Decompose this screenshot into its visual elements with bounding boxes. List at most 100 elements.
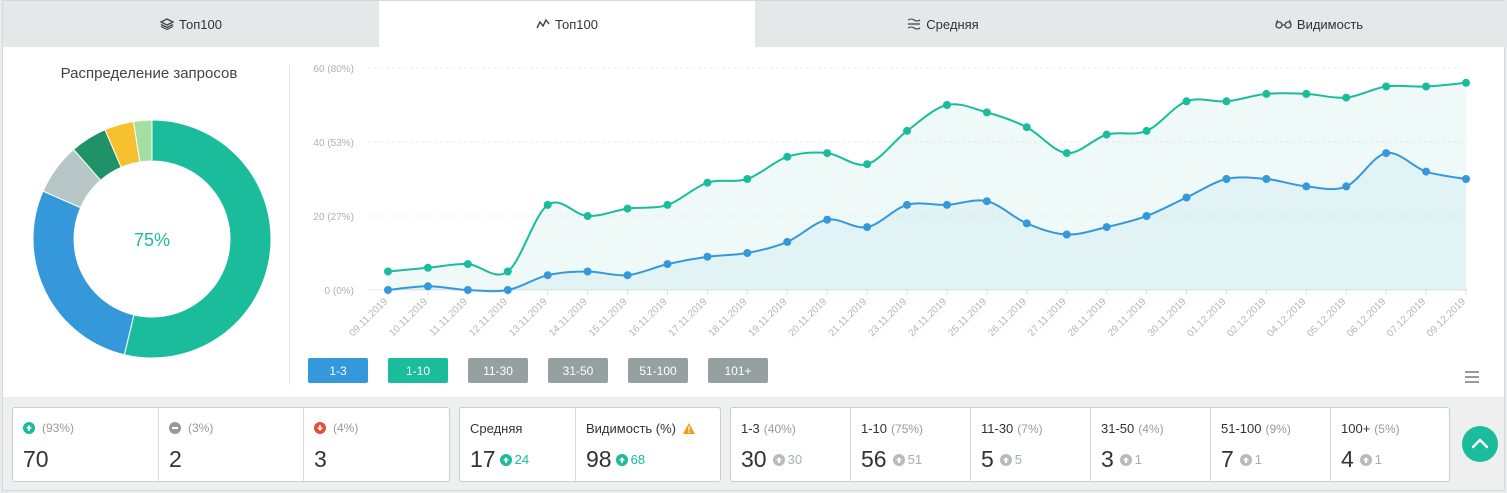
chevron-up-icon <box>1471 438 1489 449</box>
data-point[interactable] <box>1022 219 1031 228</box>
data-point[interactable] <box>942 200 951 209</box>
data-point[interactable] <box>823 149 832 158</box>
data-point[interactable] <box>503 286 512 294</box>
data-point[interactable] <box>1342 182 1351 191</box>
data-point[interactable] <box>783 152 792 161</box>
line-chart-icon <box>536 18 550 30</box>
x-tick-label: 27.11.2019 <box>1026 296 1069 339</box>
data-point[interactable] <box>982 108 991 117</box>
data-point[interactable] <box>903 126 912 135</box>
data-point[interactable] <box>1222 97 1231 106</box>
tab-top100-chart[interactable]: Топ100 <box>379 1 755 47</box>
data-point[interactable] <box>1262 175 1271 183</box>
tab-visibility[interactable]: Видимость <box>1131 1 1507 47</box>
data-point[interactable] <box>543 200 552 209</box>
stat-percent: (4%) <box>1138 421 1164 436</box>
data-point[interactable] <box>1382 149 1391 158</box>
data-point[interactable] <box>423 263 432 272</box>
data-point[interactable] <box>942 101 951 109</box>
data-point[interactable] <box>1182 193 1191 202</box>
data-point[interactable] <box>463 286 472 294</box>
range-button-2[interactable]: 11-30 <box>468 358 528 383</box>
data-point[interactable] <box>1302 89 1311 98</box>
series-area-1-3 <box>388 152 1466 292</box>
tab-label: Топ100 <box>555 16 598 32</box>
chart-menu-icon[interactable] <box>1465 371 1479 383</box>
data-point[interactable] <box>743 249 752 257</box>
data-point[interactable] <box>384 286 392 294</box>
warning-icon[interactable] <box>682 422 696 435</box>
data-point[interactable] <box>463 260 472 269</box>
data-point[interactable] <box>663 200 672 209</box>
data-point[interactable] <box>703 252 712 261</box>
positions-chart: 0 (0%) 20 (27%) 40 (53%) 60 (80%) 09.11.2019… <box>313 64 1470 340</box>
data-point[interactable] <box>863 223 872 232</box>
range-button-1[interactable]: 1-10 <box>388 358 448 383</box>
x-tick-label: 04.12.2019 <box>1265 296 1308 339</box>
divider <box>289 65 290 385</box>
stat-value: 17 <box>470 446 496 472</box>
data-point[interactable] <box>703 178 712 187</box>
data-point[interactable] <box>1422 167 1431 176</box>
data-point[interactable] <box>1142 126 1151 135</box>
data-point[interactable] <box>823 215 832 224</box>
tab-label: Топ100 <box>179 16 222 32</box>
data-point[interactable] <box>743 175 752 183</box>
stat-percent: (3%) <box>188 421 214 435</box>
data-point[interactable] <box>1302 182 1311 191</box>
x-tick-label: 15.11.2019 <box>587 296 630 339</box>
x-tick-label: 17.11.2019 <box>667 296 710 339</box>
layers-icon <box>160 18 175 30</box>
data-point[interactable] <box>1422 82 1431 91</box>
data-point[interactable] <box>583 212 592 220</box>
data-point[interactable] <box>663 260 672 269</box>
data-point[interactable] <box>863 160 872 169</box>
data-point[interactable] <box>1062 149 1071 158</box>
arrow-up-icon <box>615 453 628 466</box>
data-point[interactable] <box>1222 175 1231 183</box>
data-point[interactable] <box>1262 89 1271 98</box>
average-icon <box>907 18 921 30</box>
data-point[interactable] <box>1142 212 1151 220</box>
tab-label: Средняя <box>926 16 979 32</box>
donut-slice-1-10[interactable] <box>123 119 272 359</box>
data-point[interactable] <box>1182 97 1191 106</box>
summary-card: Средняя 17 24 Видимость (%) 98 68 <box>459 407 721 482</box>
x-tick-label: 11.11.2019 <box>428 296 470 338</box>
arrow-up-icon <box>1239 453 1252 466</box>
data-point[interactable] <box>384 267 392 276</box>
tab-average[interactable]: Средняя <box>755 1 1131 47</box>
data-point[interactable] <box>583 267 592 276</box>
data-point[interactable] <box>783 237 792 246</box>
stat-unchanged: (3%) 2 <box>159 408 304 481</box>
stat-label: 31-50 <box>1101 421 1135 436</box>
data-point[interactable] <box>503 267 512 276</box>
data-point[interactable] <box>982 197 991 206</box>
range-button-5[interactable]: 101+ <box>708 358 768 383</box>
data-point[interactable] <box>1382 82 1391 91</box>
data-point[interactable] <box>1022 123 1031 132</box>
stat-declined: (4%) 3 <box>304 408 449 481</box>
data-point[interactable] <box>543 271 552 280</box>
stat-percent: (4%) <box>333 421 359 435</box>
data-point[interactable] <box>623 204 632 213</box>
stat-delta: 1 <box>1134 452 1143 467</box>
data-point[interactable] <box>1102 223 1111 232</box>
data-point[interactable] <box>1062 230 1071 239</box>
donut-slice-101+[interactable] <box>132 119 153 163</box>
data-point[interactable] <box>423 282 432 291</box>
data-point[interactable] <box>1342 93 1351 102</box>
data-point[interactable] <box>1102 130 1111 139</box>
data-point[interactable] <box>623 271 632 280</box>
range-button-0[interactable]: 1-3 <box>308 358 368 383</box>
range-button-3[interactable]: 31-50 <box>548 358 608 383</box>
scroll-top-button[interactable] <box>1462 426 1498 462</box>
data-point[interactable] <box>1462 175 1470 183</box>
data-point[interactable] <box>1462 78 1470 87</box>
arrow-up-icon <box>499 453 512 466</box>
series-line-1-3 <box>387 152 1467 293</box>
tab-top100-layers[interactable]: Топ100 <box>3 1 379 47</box>
range-button-4[interactable]: 51-100 <box>628 358 688 383</box>
data-point[interactable] <box>903 200 912 209</box>
